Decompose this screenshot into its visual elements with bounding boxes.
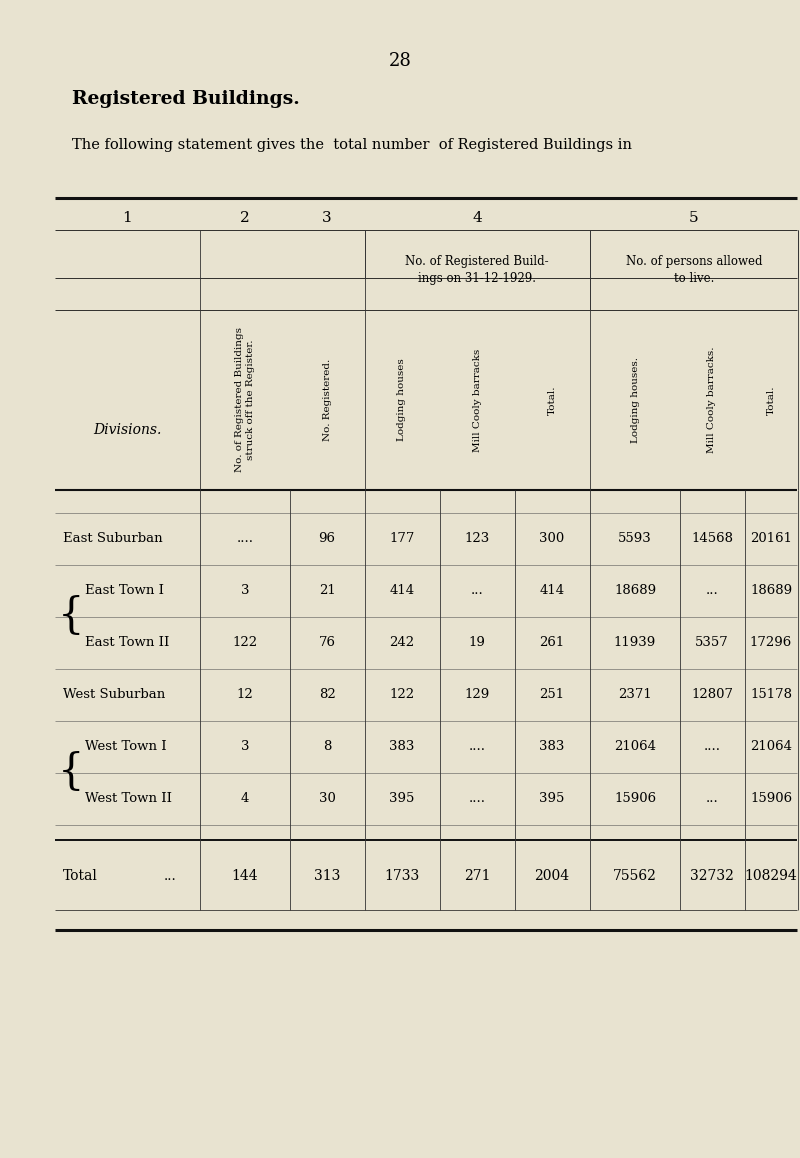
Text: 30: 30 [318, 792, 335, 805]
Text: 15906: 15906 [750, 792, 792, 805]
Text: 108294: 108294 [745, 868, 798, 884]
Text: No. of Registered Buildings
struck off the Register.: No. of Registered Buildings struck off t… [235, 328, 255, 472]
Text: 19: 19 [469, 636, 486, 648]
Text: 300: 300 [539, 532, 565, 544]
Text: 4: 4 [241, 792, 249, 805]
Text: 1: 1 [122, 211, 132, 225]
Text: 18689: 18689 [750, 584, 792, 596]
Text: Total: Total [63, 868, 98, 884]
Text: No. of Registered Build-
ings on 31-12-1929.: No. of Registered Build- ings on 31-12-1… [405, 255, 549, 285]
Text: ....: .... [469, 792, 486, 805]
Text: ...: ... [706, 792, 718, 805]
Text: 3: 3 [241, 740, 250, 753]
Text: 395: 395 [390, 792, 414, 805]
Text: 123: 123 [464, 532, 490, 544]
Text: Total.: Total. [766, 386, 775, 415]
Text: No. Registered.: No. Registered. [322, 359, 331, 441]
Text: Lodging houses.: Lodging houses. [630, 357, 639, 444]
Text: {: { [58, 752, 85, 793]
Text: ...: ... [706, 584, 718, 596]
Text: 3: 3 [241, 584, 250, 596]
Text: 3: 3 [322, 211, 332, 225]
Text: 21064: 21064 [750, 740, 792, 753]
Text: 122: 122 [390, 688, 414, 701]
Text: 15906: 15906 [614, 792, 656, 805]
Text: Mill Cooly barracks.: Mill Cooly barracks. [707, 346, 717, 453]
Text: ....: .... [469, 740, 486, 753]
Text: Divisions.: Divisions. [93, 423, 161, 437]
Text: 2: 2 [240, 211, 250, 225]
Text: Lodging houses: Lodging houses [398, 359, 406, 441]
Text: 383: 383 [390, 740, 414, 753]
Text: 32732: 32732 [690, 868, 734, 884]
Text: The following statement gives the  total number  of Registered Buildings in: The following statement gives the total … [72, 138, 632, 152]
Text: 17296: 17296 [750, 636, 792, 648]
Text: 96: 96 [318, 532, 335, 544]
Text: 414: 414 [539, 584, 565, 596]
Text: ....: .... [703, 740, 721, 753]
Text: 144: 144 [232, 868, 258, 884]
Text: No. of persons allowed
to live.: No. of persons allowed to live. [626, 255, 762, 285]
Text: 8: 8 [323, 740, 331, 753]
Text: 261: 261 [539, 636, 565, 648]
Text: 395: 395 [539, 792, 565, 805]
Text: 5593: 5593 [618, 532, 652, 544]
Text: East Town II: East Town II [85, 636, 170, 648]
Text: 12: 12 [237, 688, 254, 701]
Text: 414: 414 [390, 584, 414, 596]
Text: ....: .... [237, 532, 254, 544]
Text: 2371: 2371 [618, 688, 652, 701]
Text: 122: 122 [233, 636, 258, 648]
Text: Total.: Total. [547, 386, 557, 415]
Text: {: { [58, 595, 85, 637]
Text: ...: ... [164, 870, 176, 882]
Text: 5357: 5357 [695, 636, 729, 648]
Text: 1733: 1733 [384, 868, 420, 884]
Text: 76: 76 [318, 636, 335, 648]
Text: Mill Cooly barracks: Mill Cooly barracks [473, 349, 482, 452]
Text: East Suburban: East Suburban [63, 532, 162, 544]
Text: 21: 21 [318, 584, 335, 596]
Text: 20161: 20161 [750, 532, 792, 544]
Text: 251: 251 [539, 688, 565, 701]
Text: 75562: 75562 [613, 868, 657, 884]
Text: 14568: 14568 [691, 532, 733, 544]
Text: 28: 28 [389, 52, 411, 69]
Text: 21064: 21064 [614, 740, 656, 753]
Text: 18689: 18689 [614, 584, 656, 596]
Text: ...: ... [470, 584, 483, 596]
Text: 12807: 12807 [691, 688, 733, 701]
Text: 11939: 11939 [614, 636, 656, 648]
Text: Registered Buildings.: Registered Buildings. [72, 90, 300, 108]
Text: 82: 82 [318, 688, 335, 701]
Text: 383: 383 [539, 740, 565, 753]
Text: 5: 5 [689, 211, 699, 225]
Text: 129: 129 [464, 688, 490, 701]
Text: West Suburban: West Suburban [63, 688, 166, 701]
Text: 271: 271 [464, 868, 490, 884]
Text: West Town I: West Town I [85, 740, 166, 753]
Text: East Town I: East Town I [85, 584, 164, 596]
Text: 4: 4 [472, 211, 482, 225]
Text: 242: 242 [390, 636, 414, 648]
Text: West Town II: West Town II [85, 792, 172, 805]
Text: 313: 313 [314, 868, 340, 884]
Text: 177: 177 [390, 532, 414, 544]
Text: 15178: 15178 [750, 688, 792, 701]
Text: 2004: 2004 [534, 868, 570, 884]
